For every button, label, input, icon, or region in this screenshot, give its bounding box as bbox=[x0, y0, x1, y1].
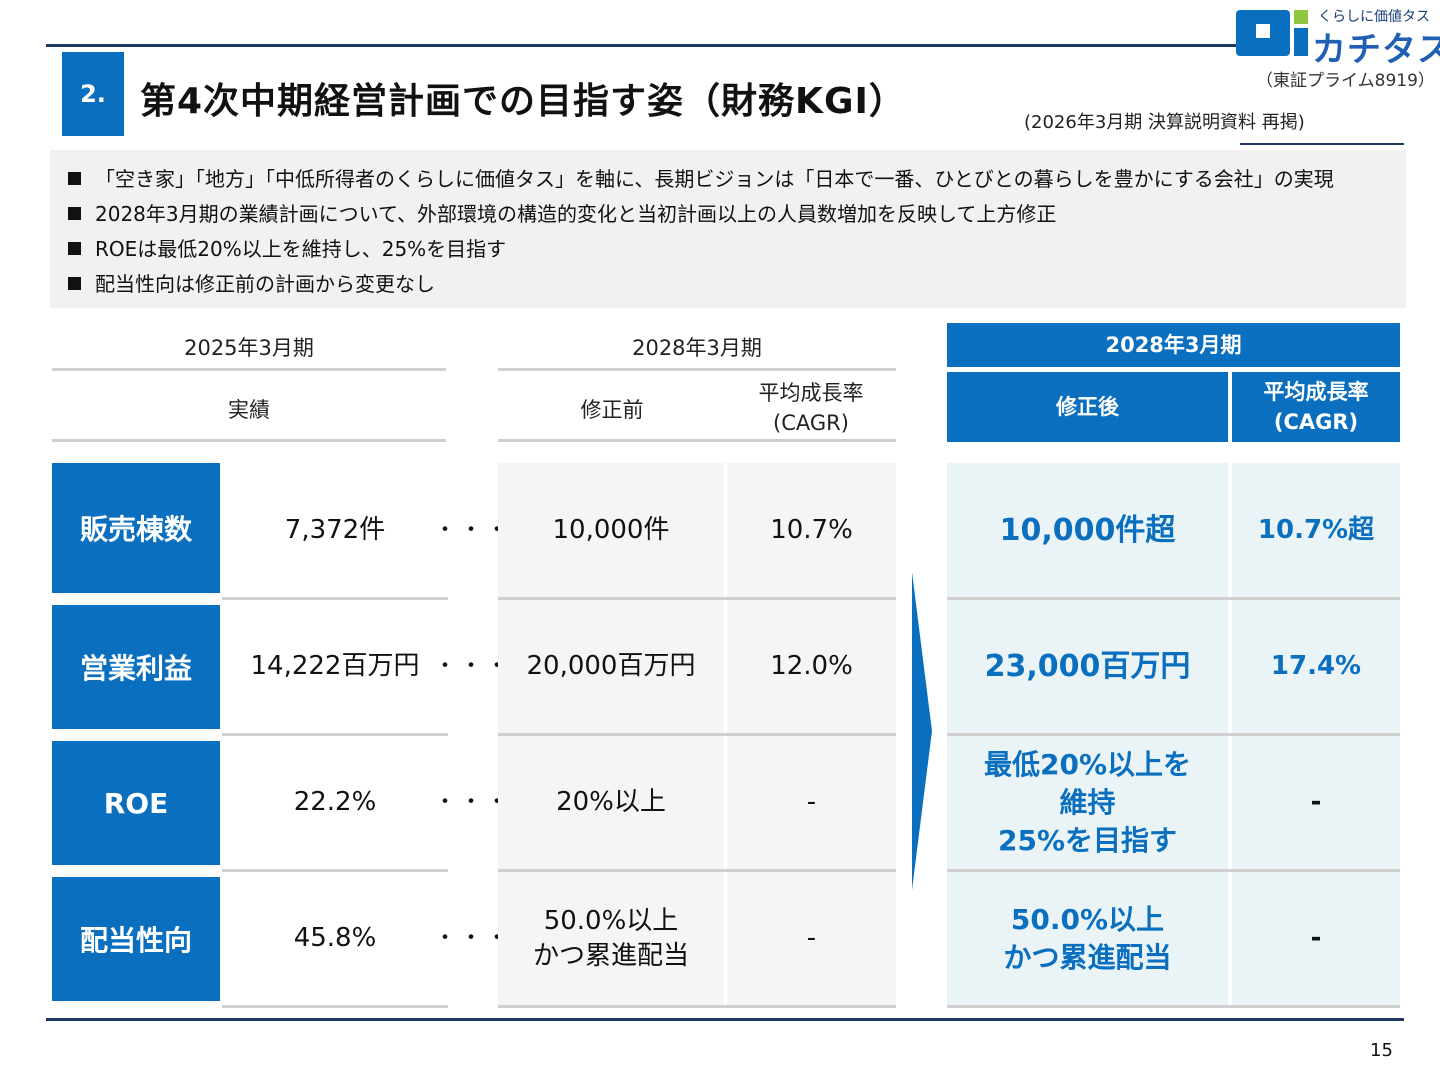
bullet-icon bbox=[68, 207, 81, 220]
header-rule-2025-bottom bbox=[52, 439, 446, 442]
summary-item: 配当性向は修正前の計画から変更なし bbox=[68, 267, 1406, 302]
before-payout-ratio: 50.0%以上 かつ累進配当 bbox=[498, 872, 724, 1005]
row-divider bbox=[498, 733, 896, 736]
after-roe: 最低20%以上を 維持 25%を目指す bbox=[947, 736, 1228, 869]
header-rule-2025 bbox=[52, 368, 446, 371]
row-divider bbox=[498, 1005, 896, 1008]
after-cagr-roe: - bbox=[1232, 736, 1400, 869]
row-divider bbox=[947, 733, 1400, 736]
row-divider bbox=[222, 1005, 448, 1008]
bullet-icon bbox=[68, 172, 81, 185]
bullet-icon bbox=[68, 277, 81, 290]
ellipsis: ・・・ bbox=[434, 654, 513, 679]
header-cagr-after: 平均成長率 (CAGR) bbox=[1232, 372, 1400, 442]
row-label-payout-ratio: 配当性向 bbox=[52, 877, 220, 1001]
logo-exchange: （東証プライム8919） bbox=[1256, 71, 1435, 91]
ellipsis: ・・・ bbox=[434, 790, 513, 815]
before-units-sold: 10,000件 bbox=[498, 463, 724, 597]
summary-item: 「空き家」「地方」「中低所得者のくらしに価値タス」を軸に、長期ビジョンは「日本で… bbox=[68, 162, 1406, 197]
row-divider bbox=[222, 597, 448, 600]
header-rule-before bbox=[498, 368, 896, 371]
after-cagr-operating-profit: 17.4% bbox=[1232, 600, 1400, 733]
after-operating-profit: 23,000百万円 bbox=[947, 600, 1228, 733]
before-cagr-units-sold: 10.7% bbox=[727, 463, 896, 597]
row-label-operating-profit: 営業利益 bbox=[52, 605, 220, 729]
header-2028-after: 2028年3月期 bbox=[947, 323, 1400, 367]
actual-operating-profit: 14,222百万円 bbox=[250, 651, 420, 681]
row-label-units-sold: 販売棟数 bbox=[52, 463, 220, 593]
row-label-roe: ROE bbox=[52, 741, 220, 865]
row-divider bbox=[498, 597, 896, 600]
right-arrow-icon bbox=[912, 572, 932, 890]
before-cagr-roe: - bbox=[727, 736, 896, 869]
header-rule-before-bottom bbox=[498, 439, 896, 442]
ellipsis: ・・・ bbox=[434, 926, 513, 951]
actual-payout-ratio: 45.8% bbox=[293, 923, 377, 953]
header-actual: 実績 bbox=[228, 398, 270, 422]
page-title: 第4次中期経営計画での目指す姿（財務KGI） bbox=[140, 81, 906, 122]
before-operating-profit: 20,000百万円 bbox=[498, 600, 724, 733]
row-divider bbox=[498, 869, 896, 872]
header-after: 修正後 bbox=[947, 372, 1228, 442]
after-units-sold: 10,000件超 bbox=[947, 463, 1228, 597]
row-divider bbox=[222, 733, 448, 736]
section-number: 2. bbox=[62, 52, 124, 136]
header-cagr-before: 平均成長率 (CAGR) bbox=[758, 381, 864, 435]
actual-units-sold: 7,372件 bbox=[284, 514, 386, 545]
bullet-icon bbox=[68, 242, 81, 255]
after-payout-ratio: 50.0%以上 かつ累進配当 bbox=[947, 872, 1228, 1005]
header-2025: 2025年3月期 bbox=[184, 336, 314, 360]
logo-tagline: くらしに価値タス bbox=[1318, 9, 1430, 25]
subnote-rule bbox=[1240, 143, 1404, 145]
row-divider bbox=[947, 869, 1400, 872]
header-rule bbox=[46, 44, 1236, 47]
page-number: 15 bbox=[1370, 1040, 1393, 1061]
before-cagr-operating-profit: 12.0% bbox=[727, 600, 896, 733]
summary-item: 2028年3月期の業績計画について、外部環境の構造的変化と当初計画以上の人員数増… bbox=[68, 197, 1406, 232]
header-before: 修正前 bbox=[580, 398, 644, 422]
ellipsis: ・・・ bbox=[434, 517, 513, 543]
after-cagr-units-sold: 10.7%超 bbox=[1232, 463, 1400, 597]
summary-box: 「空き家」「地方」「中低所得者のくらしに価値タス」を軸に、長期ビジョンは「日本で… bbox=[50, 150, 1406, 308]
summary-item: ROEは最低20%以上を維持し、25%を目指す bbox=[68, 232, 1406, 267]
before-roe: 20%以上 bbox=[498, 736, 724, 869]
logo-name: カチタス bbox=[1312, 30, 1440, 70]
header-2028-before: 2028年3月期 bbox=[632, 336, 762, 360]
before-cagr-payout-ratio: - bbox=[727, 872, 896, 1005]
source-note: (2026年3月期 決算説明資料 再掲) bbox=[1024, 112, 1305, 133]
row-divider bbox=[947, 597, 1400, 600]
footer-rule bbox=[46, 1018, 1404, 1021]
katitas-logo-icon bbox=[1236, 10, 1308, 56]
after-cagr-payout-ratio: - bbox=[1232, 872, 1400, 1005]
actual-roe: 22.2% bbox=[293, 787, 377, 817]
row-divider bbox=[222, 869, 448, 872]
row-divider bbox=[947, 1005, 1400, 1008]
